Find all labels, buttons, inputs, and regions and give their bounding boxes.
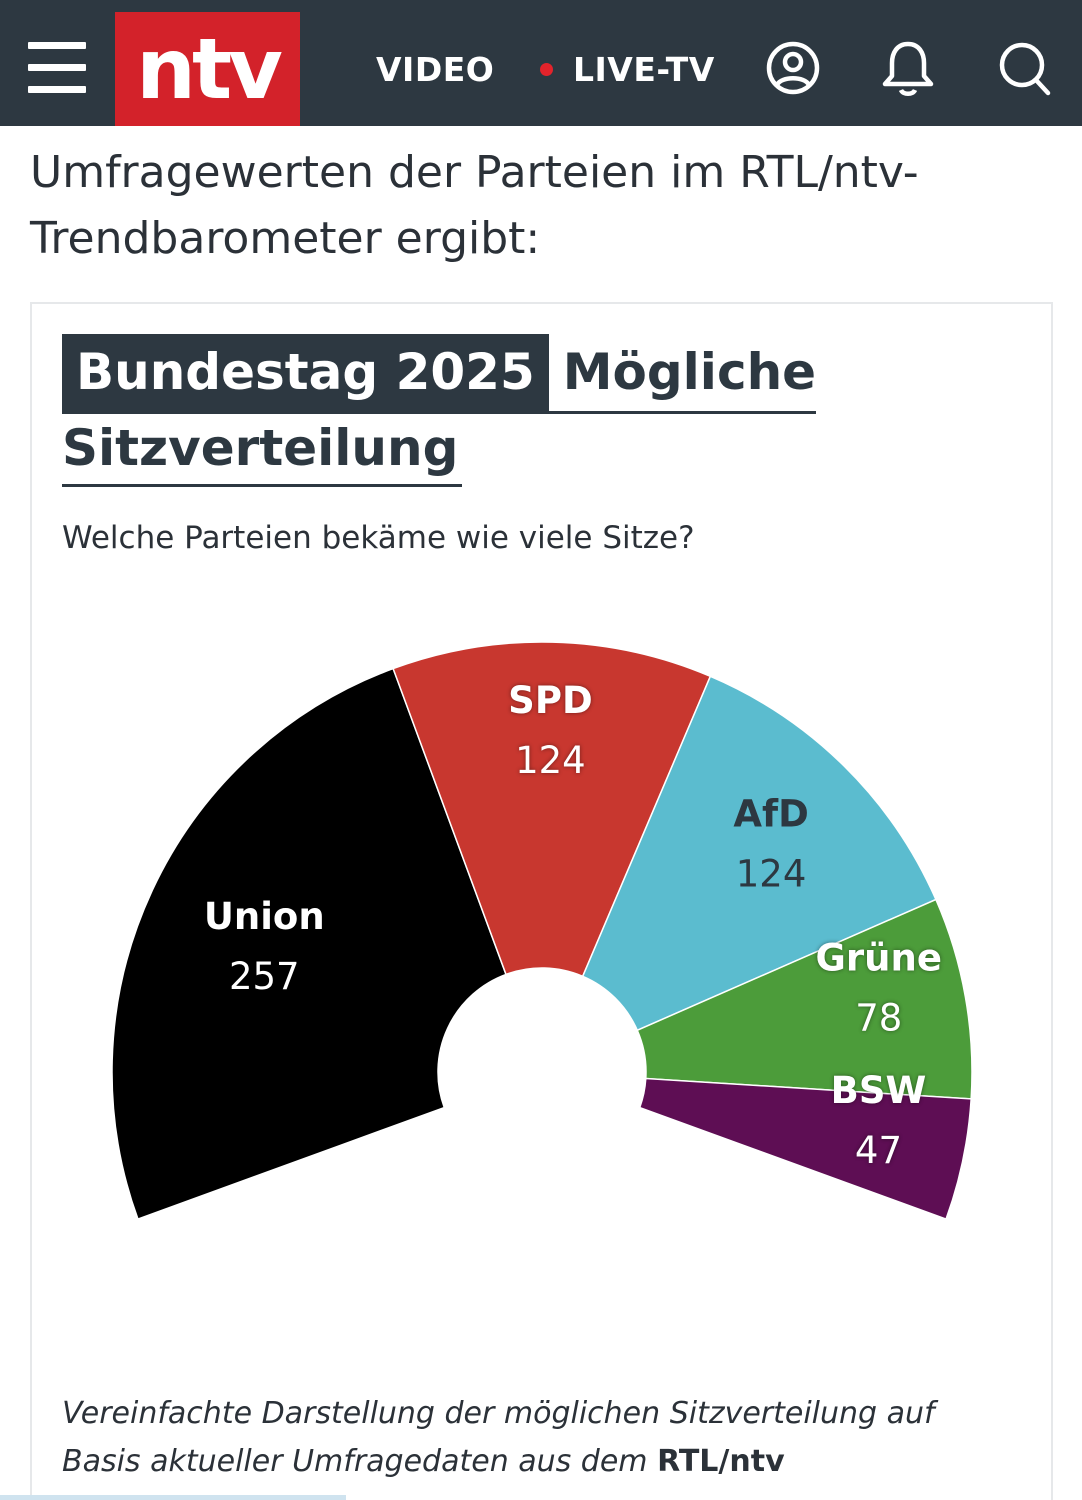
label-spd: SPD: [508, 679, 592, 722]
value-spd: 124: [515, 739, 586, 782]
menu-icon[interactable]: [28, 42, 86, 94]
footnote-brand: RTL/ntv: [657, 1444, 785, 1479]
live-dot-icon: [540, 63, 553, 76]
segment-gruene: [636, 898, 973, 1100]
value-gruene: 78: [855, 996, 902, 1039]
user-icon[interactable]: [765, 38, 821, 98]
chart-title-light: Mögliche: [548, 334, 817, 414]
value-bsw: 47: [855, 1129, 902, 1172]
chart-footnote: Vereinfachte Darstellung der möglichen S…: [62, 1390, 1022, 1486]
value-afd: 124: [736, 853, 807, 896]
segment-afd: [581, 675, 937, 1032]
chart-title-line-2: Sitzverteilung: [62, 412, 462, 487]
segment-union: [111, 667, 507, 1221]
footnote-text: Vereinfachte Darstellung der möglichen S…: [62, 1396, 935, 1479]
ntv-logo[interactable]: ntv: [115, 12, 300, 126]
article-intro-text: Umfragewerten der Parteien im RTL/ntv-Tr…: [30, 147, 919, 264]
nav-live-label: LIVE-TV: [573, 50, 715, 89]
label-afd: AfD: [733, 793, 808, 836]
nav-link-video[interactable]: VIDEO: [376, 50, 495, 89]
chart-card: Bundestag 2025 Mögliche Sitzverteilung W…: [30, 302, 1053, 1500]
reading-progress-bar: [0, 1495, 346, 1500]
segment-bsw: [638, 1077, 972, 1221]
segment-spd: [392, 641, 712, 978]
label-union: Union: [204, 895, 325, 938]
label-bsw: BSW: [831, 1069, 927, 1112]
search-icon[interactable]: [998, 38, 1054, 98]
chart-subtitle: Welche Parteien bekäme wie viele Sitze?: [62, 520, 695, 556]
label-gruene: Grüne: [816, 936, 942, 979]
nav-link-live-tv[interactable]: LIVE-TV: [540, 50, 715, 89]
chart-title-dark: Bundestag 2025: [62, 334, 549, 414]
value-union: 257: [229, 955, 300, 998]
bell-icon[interactable]: [880, 38, 936, 98]
chart-title: Bundestag 2025 Mögliche Sitzverteilung: [62, 334, 817, 487]
top-navigation-bar: ntv VIDEO LIVE-TV: [0, 0, 1082, 126]
